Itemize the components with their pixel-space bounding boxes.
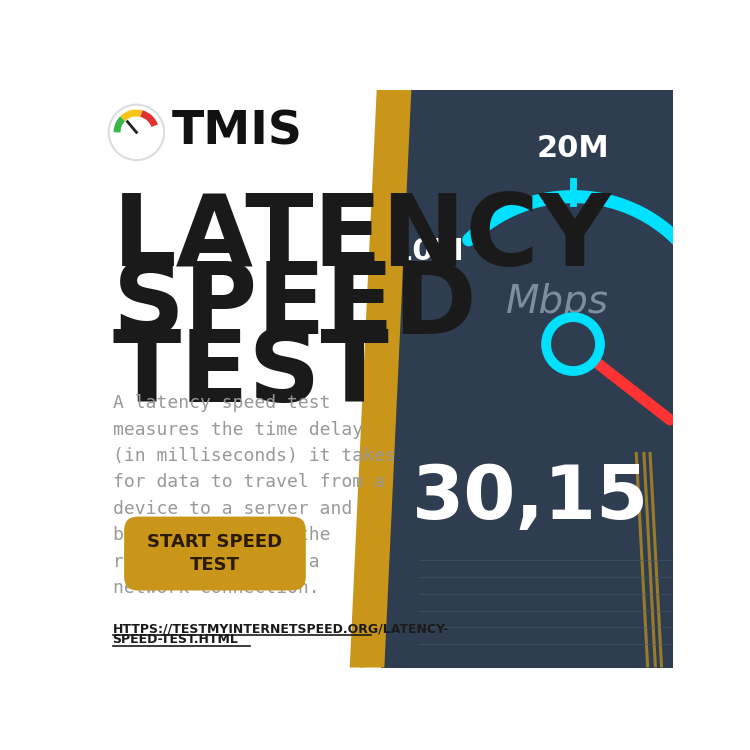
- FancyBboxPatch shape: [124, 517, 306, 590]
- Circle shape: [462, 233, 476, 247]
- Polygon shape: [350, 90, 411, 668]
- Polygon shape: [464, 190, 682, 244]
- Text: 30,15: 30,15: [412, 461, 650, 535]
- Text: SPEED: SPEED: [112, 258, 477, 355]
- Text: SPEED-TEST.HTML: SPEED-TEST.HTML: [112, 633, 238, 646]
- Polygon shape: [380, 90, 674, 668]
- Text: START SPEED
TEST: START SPEED TEST: [148, 533, 283, 574]
- Text: HTTPS://TESTMYINTERNETSPEED.ORG/LATENCY-: HTTPS://TESTMYINTERNETSPEED.ORG/LATENCY-: [112, 622, 448, 635]
- Text: LATENCY: LATENCY: [112, 190, 611, 287]
- Text: A latency speed test
measures the time delay
(in milliseconds) it takes
for data: A latency speed test measures the time d…: [112, 394, 395, 597]
- Text: 20М: 20М: [537, 134, 610, 164]
- Polygon shape: [649, 452, 663, 668]
- Circle shape: [109, 105, 164, 160]
- Text: 10М: 10М: [392, 237, 464, 266]
- Text: 30М: 30М: [682, 237, 750, 266]
- Polygon shape: [642, 452, 657, 668]
- Polygon shape: [360, 90, 392, 668]
- Text: TMIS: TMIS: [172, 110, 303, 154]
- Circle shape: [546, 317, 600, 371]
- Text: TEST: TEST: [112, 326, 389, 422]
- Circle shape: [670, 233, 684, 247]
- Text: Mbps: Mbps: [506, 283, 609, 321]
- Polygon shape: [634, 452, 650, 668]
